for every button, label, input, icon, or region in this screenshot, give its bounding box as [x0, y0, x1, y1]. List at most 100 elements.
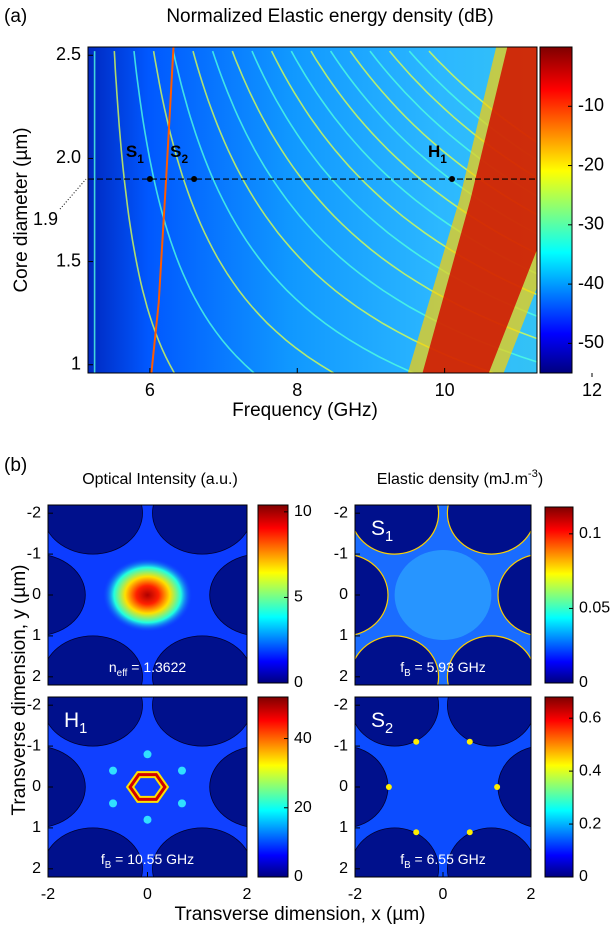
colorbar-tick-label: 0	[294, 674, 303, 691]
leader-line	[59, 178, 87, 210]
y-tick-label: 2	[339, 860, 348, 877]
mode-curve	[192, 50, 494, 373]
y-tick-label: -1	[27, 737, 41, 754]
air-hole	[152, 827, 247, 877]
air-hole	[447, 827, 531, 877]
x-axis-label: Frequency (GHz)	[232, 400, 378, 421]
mode-label-part: S	[371, 517, 385, 540]
x-tick-label: -2	[41, 886, 55, 903]
colorbar-tick-label: 0	[294, 868, 303, 885]
x-tick-label: 12	[582, 380, 602, 400]
mode-label-part: 1	[440, 152, 447, 166]
air-hole	[48, 746, 86, 828]
y-tick-label: -2	[27, 696, 41, 713]
mode-label-part: S	[170, 143, 181, 162]
mode-curve	[152, 50, 335, 373]
heatmap	[48, 505, 247, 685]
mode-spot	[102, 558, 193, 632]
y-tick-label: 2.0	[56, 147, 81, 167]
chart-title: Normalized Elastic energy density (dB)	[166, 6, 493, 27]
y-tick-label: 1	[32, 627, 41, 644]
air-hole	[446, 635, 531, 685]
plot-frame	[87, 46, 538, 374]
mode-label-part: 2	[181, 152, 188, 166]
colorbar-tick-label: 0.2	[579, 815, 601, 832]
y-tick-label: 1	[32, 819, 41, 836]
mode-note: fB = 5.93 GHz	[400, 659, 486, 679]
y-tick-label: 1.5	[56, 250, 81, 270]
colorbar-tick-label: -20	[578, 154, 604, 174]
mode-spot	[494, 784, 501, 790]
mode-curve	[133, 51, 255, 373]
mode-curve	[150, 47, 175, 373]
colorbar-tick-label: -50	[578, 332, 604, 352]
mode-curve	[388, 50, 537, 179]
y-tick-label: 0	[339, 586, 348, 603]
mode-ring	[128, 773, 167, 801]
colorbar-tick-label: 0	[579, 868, 588, 885]
air-hole	[48, 554, 86, 636]
mode-curve	[172, 50, 414, 373]
air-hole	[152, 697, 247, 747]
y-tick-label: -2	[27, 504, 41, 521]
mode-spot	[413, 829, 420, 836]
chart-title-part: -3	[528, 468, 538, 480]
mode-note-part: B	[404, 668, 411, 679]
mode-curve	[251, 50, 537, 317]
mode-label-part: 2	[385, 721, 393, 737]
air-hole	[497, 554, 531, 636]
mode-label-part: 1	[385, 529, 393, 545]
y-tick-label: -1	[334, 737, 348, 754]
mode-spot	[466, 738, 473, 745]
colorbar	[544, 506, 574, 684]
mode-note-part: B	[105, 860, 112, 871]
mode-point	[146, 176, 153, 183]
mode-label-part: 1	[137, 152, 144, 166]
x-tick-label: 2	[527, 886, 536, 903]
colorbar	[539, 46, 573, 374]
y-tick-label: 0	[32, 586, 41, 603]
air-hole	[446, 505, 531, 555]
y-tick-label: 2	[339, 668, 348, 685]
y-tick-label: -1	[27, 545, 41, 562]
colorbar-tick-label: 20	[294, 799, 312, 816]
mode-note: fB = 6.55 GHz	[400, 851, 486, 871]
hybrid-band	[422, 47, 537, 373]
y-tick-label: 1	[339, 819, 348, 836]
mode-label: H1	[428, 143, 447, 167]
mode-spot	[394, 550, 492, 640]
x-tick-label: 6	[145, 380, 155, 400]
colorbar-tick-label: -30	[578, 214, 604, 234]
colorbar-tick-label: 40	[294, 730, 312, 747]
air-hole	[355, 505, 440, 555]
mode-label: S1	[126, 143, 144, 167]
y-axis-label: Transverse dimension, y (µm)	[9, 565, 30, 816]
colorbar	[257, 696, 289, 878]
air-hole	[152, 505, 247, 555]
panel-label: (b)	[4, 455, 27, 476]
mode-label: H1	[64, 709, 87, 737]
mode-note-part: eff	[117, 668, 128, 679]
mode-note-part: f	[400, 851, 404, 867]
y-tick-label: 1	[339, 627, 348, 644]
mode-spot	[109, 799, 118, 808]
y-tick-label: -2	[334, 696, 348, 713]
mode-label: S1	[371, 517, 393, 545]
chart-title-part: Elastic density (mJ.m	[377, 471, 528, 488]
air-hole	[48, 635, 143, 685]
mode-note-part: = 10.55 GHz	[111, 851, 194, 867]
colorbar-tick-label: 0.05	[579, 600, 610, 617]
mode-curve	[290, 50, 537, 275]
chart-title: Optical Intensity (a.u.)	[82, 471, 238, 488]
mode-spot	[143, 750, 152, 759]
mode-note-part: = 5.93 GHz	[411, 659, 486, 675]
colorbar-tick-label: 5	[294, 589, 303, 606]
x-tick-label: 10	[435, 380, 455, 400]
colorbar-tick-label: 0.6	[579, 709, 601, 726]
y-tick-label: 2	[32, 860, 41, 877]
mode-note: neff = 1.3622	[109, 659, 187, 679]
mode-label-part: S	[126, 143, 137, 162]
y-tick-label: 0	[32, 778, 41, 795]
air-hole	[355, 635, 440, 685]
